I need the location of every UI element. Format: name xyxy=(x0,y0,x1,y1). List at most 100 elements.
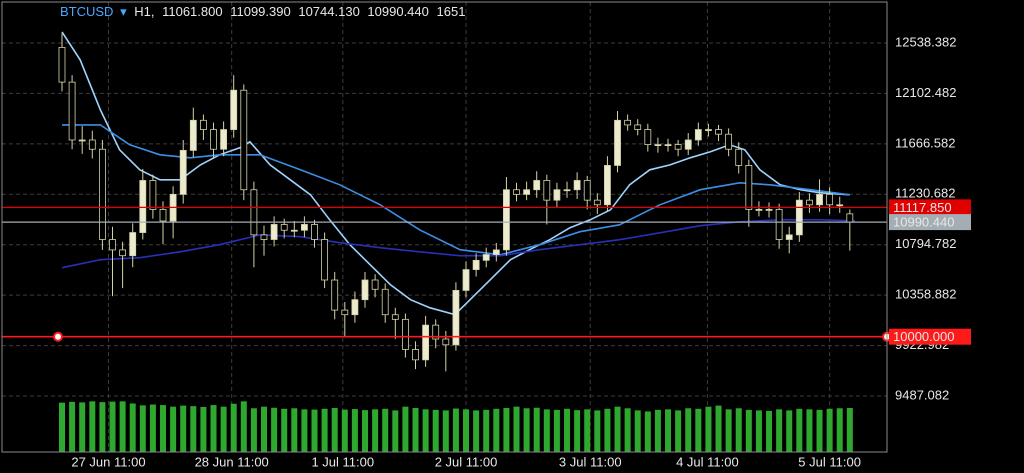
volume-bar xyxy=(745,409,752,452)
symbol[interactable]: BTCUSD xyxy=(60,4,113,19)
candle-body xyxy=(119,249,126,257)
price-label-box xyxy=(889,199,971,216)
candle-body xyxy=(280,224,288,231)
volume-bar xyxy=(139,405,146,452)
candle-body xyxy=(614,119,621,166)
candle-body xyxy=(391,314,399,320)
candle-body xyxy=(250,189,258,236)
candle-body xyxy=(563,189,571,192)
candle-body xyxy=(442,338,450,346)
candle-body xyxy=(624,119,632,126)
x-tick-label: 4 Jul 11:00 xyxy=(676,454,739,469)
open-value: 11061.800 xyxy=(162,4,223,19)
volume-bar xyxy=(382,408,389,452)
candle-body xyxy=(755,209,763,211)
candle-body xyxy=(311,224,318,240)
low-value: 10744.130 xyxy=(298,4,359,19)
candle-body xyxy=(472,259,480,270)
volume-bar xyxy=(392,410,399,452)
candle-body xyxy=(795,199,803,236)
price-label: 10000.000 xyxy=(893,329,954,344)
volume-bar xyxy=(675,410,682,452)
price-line-handle[interactable] xyxy=(53,331,63,342)
volume-bar xyxy=(584,409,591,452)
volume-bar xyxy=(463,409,470,452)
price-label-box xyxy=(889,214,971,231)
candle-body xyxy=(290,229,298,232)
volume-bar xyxy=(715,405,722,452)
candle-body xyxy=(402,318,409,350)
volume-bar xyxy=(79,402,86,452)
candle-body xyxy=(149,180,157,210)
candle-body xyxy=(533,180,541,191)
x-tick-label: 1 Jul 11:00 xyxy=(311,454,374,469)
candle-body xyxy=(432,324,440,340)
volume-bar xyxy=(483,409,490,452)
volume-bar xyxy=(341,409,348,452)
candle-body xyxy=(109,239,116,251)
candle-body xyxy=(816,193,823,206)
candle-body xyxy=(321,239,329,281)
candle-body xyxy=(644,129,652,146)
candle-body xyxy=(230,89,238,130)
volume-bar xyxy=(766,410,773,452)
volume-bar xyxy=(240,401,247,452)
candle-body xyxy=(846,213,854,223)
volume-bar xyxy=(624,408,631,452)
volume-bar xyxy=(250,408,257,452)
volume-bar xyxy=(230,403,237,452)
volume-bar xyxy=(564,408,571,452)
price-label: 10990.440 xyxy=(893,215,954,230)
symbol-menu-arrow[interactable]: ▾ xyxy=(120,4,127,19)
candle-body xyxy=(139,180,147,233)
volume-bar xyxy=(301,409,308,452)
volume-bar xyxy=(160,405,167,452)
x-tick-label: 5 Jul 11:00 xyxy=(798,454,861,469)
volume-bar xyxy=(806,409,813,452)
candle-body xyxy=(220,129,228,150)
volume-bar xyxy=(321,408,328,452)
volume-bar xyxy=(574,410,581,452)
volume-bar xyxy=(685,408,692,452)
volume-bar xyxy=(836,408,843,452)
volume-bar xyxy=(331,408,338,452)
candle-body xyxy=(159,209,167,222)
candle-body xyxy=(664,144,672,147)
y-tick-label: 11666.582 xyxy=(895,135,956,150)
candle-body xyxy=(341,309,349,316)
volume-bar xyxy=(351,409,358,452)
y-tick-label: 12102.482 xyxy=(895,85,956,100)
candle-body xyxy=(826,193,834,206)
volume-bar xyxy=(311,409,318,452)
volume-bar xyxy=(452,408,459,452)
candle-body xyxy=(129,232,137,257)
volume-bar xyxy=(473,410,480,452)
volume-bar xyxy=(513,406,520,452)
volume-bar xyxy=(665,409,672,452)
y-tick-label: 9487.082 xyxy=(895,387,949,402)
candle-body xyxy=(694,129,702,141)
candle-body xyxy=(301,224,308,231)
volume-bar xyxy=(170,406,177,452)
candle-body xyxy=(260,234,268,240)
candle-body xyxy=(331,279,339,311)
candle-body xyxy=(412,349,419,361)
candle-body xyxy=(725,133,733,150)
candle-body xyxy=(775,209,783,240)
volume-bar xyxy=(826,408,833,452)
volume-bar xyxy=(271,407,278,452)
volume-bar xyxy=(180,405,187,452)
candle-body xyxy=(200,119,207,130)
candle-body xyxy=(654,144,662,147)
volume-value: 1651 xyxy=(437,4,466,19)
moving-average-line xyxy=(61,219,855,269)
volume-bar xyxy=(69,401,76,452)
y-tick-label: 11230.682 xyxy=(895,186,956,201)
volume-bar xyxy=(129,403,136,452)
volume-bar xyxy=(786,410,793,452)
candle-body xyxy=(765,209,773,211)
candle-body xyxy=(634,124,642,130)
candle-body xyxy=(68,81,76,141)
volume-bar xyxy=(58,402,65,452)
